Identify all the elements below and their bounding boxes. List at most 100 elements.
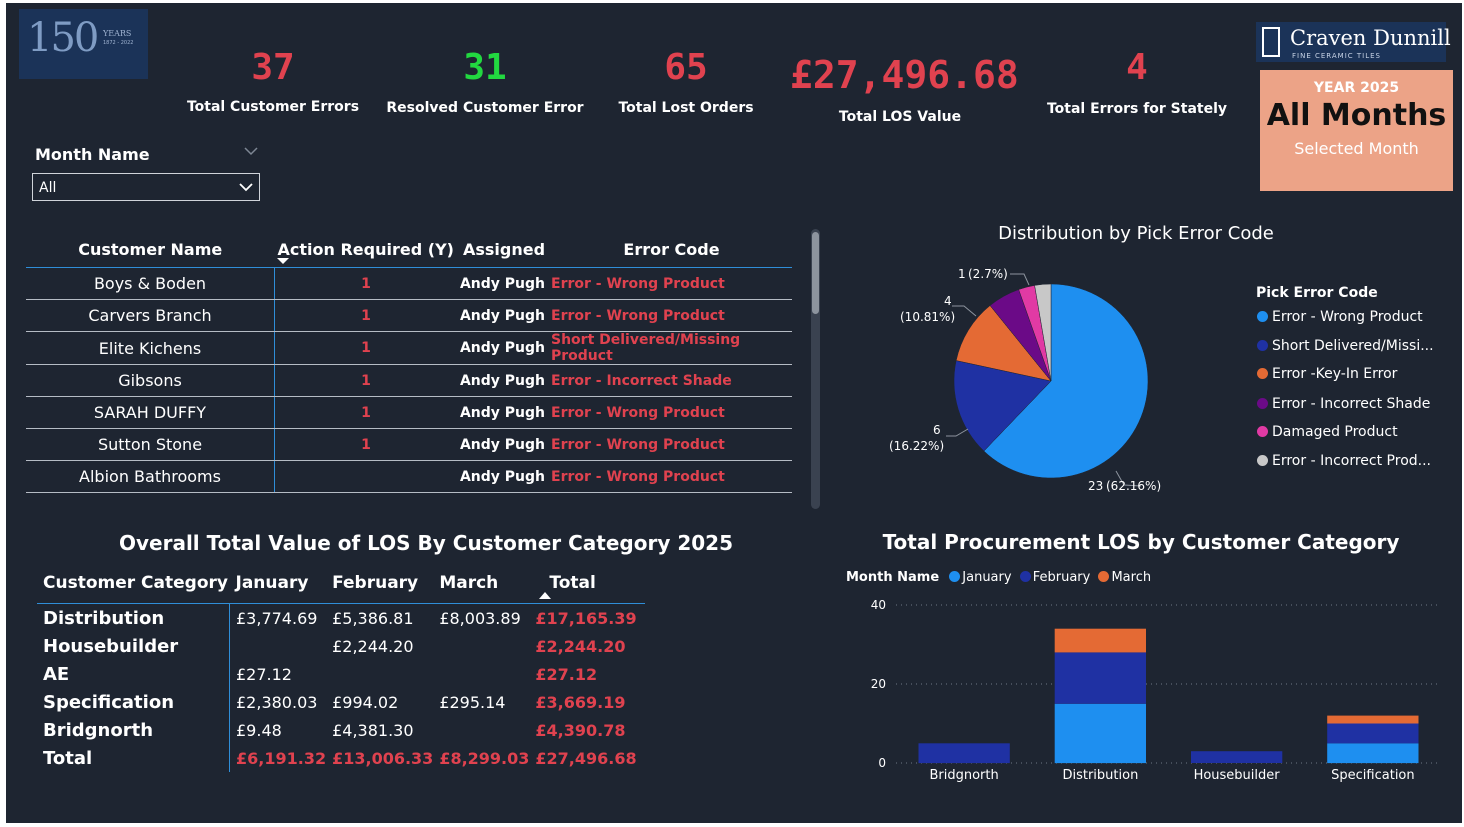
leader-line xyxy=(1010,273,1030,286)
bar-chart: 0 20 40 Bridgnorth Distribution Housebuilder S… xyxy=(871,598,1441,783)
march-cell xyxy=(433,716,529,744)
legend-item-incorrect-shade[interactable]: Error - Incorrect Shade xyxy=(1257,396,1430,412)
matrix-row[interactable]: Bridgnorth £9.48 £4,381.30 £4,390.78 xyxy=(37,716,645,744)
pie-data-label-pct: (2.7%) xyxy=(968,267,1008,281)
error-code-cell: Error - Wrong Product xyxy=(551,299,792,332)
pie-slice[interactable] xyxy=(983,283,1149,479)
march-cell: £8,003.89 xyxy=(439,608,521,628)
kpi-resolved-customer-error-value: 31 xyxy=(463,47,507,88)
matrix-row[interactable]: Housebuilder £2,244.20 £2,244.20 xyxy=(37,632,645,660)
bar-segment[interactable] xyxy=(918,743,1010,764)
pie-slice[interactable] xyxy=(953,360,1052,452)
matrix-title: Overall Total Value of LOS By Customer C… xyxy=(118,531,734,555)
legend-item-january[interactable]: January xyxy=(949,570,1012,585)
action-cell: 1 xyxy=(274,267,457,300)
february-cell: £5,386.81 xyxy=(332,608,414,628)
assigned-cell: Andy Pugh xyxy=(457,331,551,365)
pie-data-label-count: 1 xyxy=(958,267,966,281)
legend-dot-icon xyxy=(1019,571,1031,582)
total-cell: £4,390.78 xyxy=(535,720,626,740)
matrix-total-row[interactable]: Total £6,191.32 £13,006.33 £8,299.03 £27… xyxy=(37,744,645,772)
legend-item-march[interactable]: March xyxy=(1098,570,1151,585)
matrix-row[interactable]: Specification £2,380.03 £994.02 £295.14 … xyxy=(37,688,645,716)
total-cell: £2,244.20 xyxy=(535,636,626,656)
legend-item-wrong-product[interactable]: Error - Wrong Product xyxy=(1257,309,1423,325)
category-cell: Specification xyxy=(37,688,230,716)
legend-item-key-in-error[interactable]: Error -Key-In Error xyxy=(1257,366,1397,382)
brand-name: Craven Dunnill xyxy=(1290,26,1451,50)
leader-line xyxy=(946,428,969,437)
bar-segment[interactable] xyxy=(1327,715,1419,724)
y-tick-label: 20 xyxy=(871,677,886,691)
assigned-cell: Andy Pugh xyxy=(457,364,551,397)
bar-segment[interactable] xyxy=(1054,703,1146,764)
table-scrollbar-track[interactable] xyxy=(811,229,820,509)
pie-data-label-pct: (16.22%) xyxy=(889,439,944,453)
kpi-total-customer-errors-value: 37 xyxy=(251,47,295,88)
action-cell: 1 xyxy=(274,396,457,429)
col-february[interactable]: February xyxy=(326,563,434,604)
col-march[interactable]: March xyxy=(433,563,530,604)
month-slicer-dropdown[interactable]: All xyxy=(32,173,260,201)
legend-item-damaged-product[interactable]: Damaged Product xyxy=(1257,424,1398,440)
los-matrix-table: Customer Category January February March… xyxy=(37,563,646,772)
legend-item-february[interactable]: February xyxy=(1019,570,1090,585)
table-row[interactable]: Elite Kichens 1 Andy Pugh Short Delivere… xyxy=(26,331,792,365)
selected-month-card: YEAR 2025 All Months Selected Month xyxy=(1260,70,1453,191)
february-cell: £994.02 xyxy=(332,692,399,712)
pie-slice[interactable] xyxy=(1034,283,1052,382)
kpi-total-lost-orders-label: Total Lost Orders xyxy=(618,100,754,116)
bar-segment[interactable] xyxy=(1054,628,1146,653)
legend-label: Error - Wrong Product xyxy=(1272,309,1423,325)
slicer-collapse-icon[interactable] xyxy=(243,146,259,156)
bar-segment[interactable] xyxy=(1327,743,1419,764)
customer-name-cell: Boys & Boden xyxy=(26,267,275,300)
assigned-cell: Andy Pugh xyxy=(457,299,551,332)
legend-item-incorrect-prod[interactable]: Error - Incorrect Prod... xyxy=(1257,453,1431,469)
anniversary-logo: 150 YEARS 1872 - 2022 xyxy=(19,9,148,79)
logo-150-text: 150 xyxy=(27,15,99,61)
pie-slice[interactable] xyxy=(955,305,1052,382)
month-slicer-title: Month Name xyxy=(35,145,150,164)
table-row[interactable]: SARAH DUFFY 1 Andy Pugh Error - Wrong Pr… xyxy=(26,396,792,429)
legend-item-short-delivered[interactable]: Short Delivered/Missi... xyxy=(1257,338,1434,354)
legend-label: Error -Key-In Error xyxy=(1272,366,1398,382)
chevron-down-icon xyxy=(239,183,253,192)
customer-error-table: Customer Name Action Required (Y) Assign… xyxy=(26,231,792,493)
bar-segment[interactable] xyxy=(1191,751,1283,763)
kpi-total-los-value-value: £27,496.68 xyxy=(790,53,1019,97)
bar-segment[interactable] xyxy=(1327,723,1419,744)
matrix-row[interactable]: AE £27.12 £27.12 xyxy=(37,660,645,688)
table-row[interactable]: Boys & Boden 1 Andy Pugh Error - Wrong P… xyxy=(26,267,792,300)
col-error-code[interactable]: Error Code xyxy=(551,231,792,268)
march-cell xyxy=(433,632,529,660)
x-tick-label: Housebuilder xyxy=(1194,768,1281,783)
brand-tagline: FINE CERAMIC TILES xyxy=(1292,52,1381,60)
table-row[interactable]: Gibsons 1 Andy Pugh Error - Incorrect Sh… xyxy=(26,364,792,397)
pie-data-label-pct: (62.16%) xyxy=(1106,479,1161,493)
table-row[interactable]: Albion Bathrooms Andy Pugh Error - Wrong… xyxy=(26,460,792,493)
col-customer-name[interactable]: Customer Name xyxy=(26,231,275,268)
legend-dot-icon xyxy=(1257,340,1268,351)
bar-segment[interactable] xyxy=(1054,652,1146,704)
category-cell: Bridgnorth xyxy=(37,716,230,744)
col-assigned[interactable]: Assigned xyxy=(457,231,551,268)
table-header-row: Customer Name Action Required (Y) Assign… xyxy=(26,231,792,268)
matrix-row[interactable]: Distribution £3,774.69 £5,386.81 £8,003.… xyxy=(37,603,645,632)
sort-asc-icon xyxy=(539,592,552,599)
action-cell: 1 xyxy=(274,299,457,332)
col-action-required[interactable]: Action Required (Y) xyxy=(274,231,457,268)
col-total[interactable]: Total xyxy=(529,563,646,604)
table-scrollbar-thumb[interactable] xyxy=(812,232,819,314)
error-code-cell: Error - Wrong Product xyxy=(551,460,792,493)
total-cell: £3,669.19 xyxy=(535,692,626,712)
col-january[interactable]: January xyxy=(229,563,327,604)
january-cell xyxy=(230,632,327,660)
table-row[interactable]: Carvers Branch 1 Andy Pugh Error - Wrong… xyxy=(26,299,792,332)
table-row[interactable]: Sutton Stone 1 Andy Pugh Error - Wrong P… xyxy=(26,428,792,461)
x-tick-label: Distribution xyxy=(1062,768,1138,783)
february-cell: £13,006.33 xyxy=(332,748,434,768)
col-customer-category[interactable]: Customer Category xyxy=(37,563,230,604)
error-code-cell: Error - Incorrect Shade xyxy=(551,364,792,397)
month-slicer-value: All xyxy=(39,180,57,196)
